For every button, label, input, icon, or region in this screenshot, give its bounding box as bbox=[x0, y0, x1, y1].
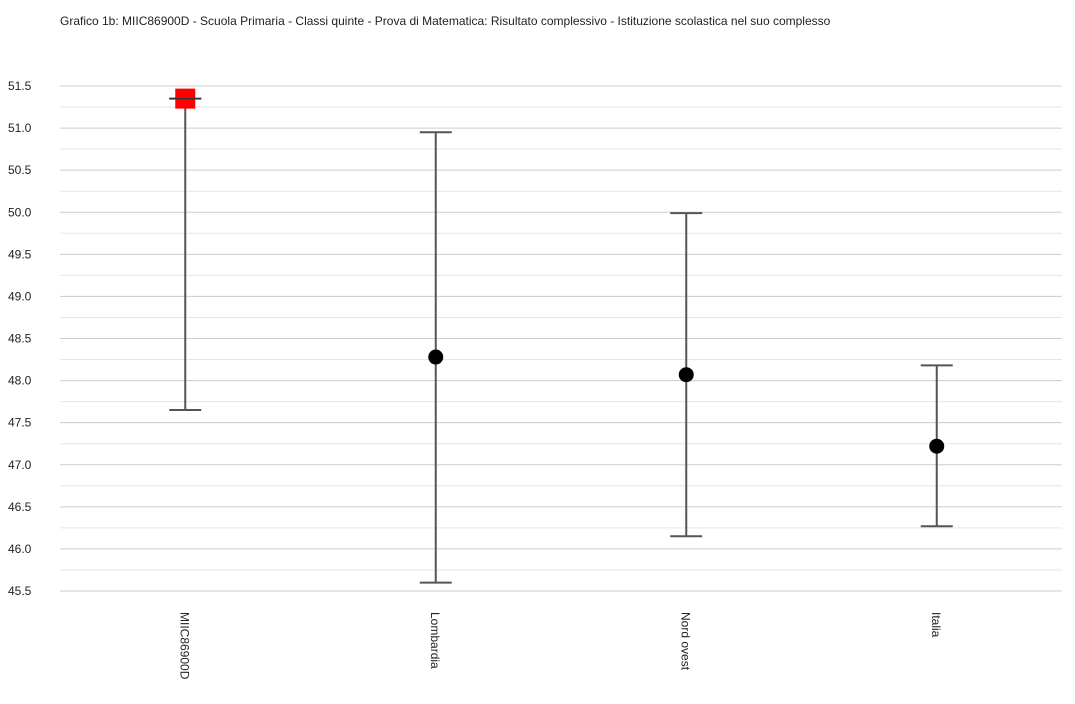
y-tick-label: 48.5 bbox=[8, 332, 32, 346]
y-tick-label: 51.5 bbox=[8, 79, 32, 93]
data-point-circle bbox=[678, 367, 694, 383]
chart-title: Grafico 1b: MIIC86900D - Scuola Primaria… bbox=[60, 14, 831, 28]
x-category-label: Lombardia bbox=[428, 612, 442, 669]
y-tick-label: 45.5 bbox=[8, 584, 32, 598]
error-bars bbox=[169, 97, 953, 584]
y-axis-tick-labels: 45.5 46.0 46.5 47.0 47.5 48.0 48.5 49.0 49.5 50.0… bbox=[8, 79, 32, 598]
grid-lines bbox=[60, 85, 1062, 592]
x-axis-category-labels: MIIC86900D Lombardia Nord ovest Italia bbox=[177, 612, 943, 680]
y-tick-label: 50.0 bbox=[8, 205, 32, 219]
data-markers bbox=[169, 88, 945, 454]
x-category-label: MIIC86900D bbox=[177, 612, 191, 680]
y-tick-label: 47.0 bbox=[8, 458, 32, 472]
data-point-circle bbox=[929, 438, 945, 454]
y-tick-label: 46.5 bbox=[8, 500, 32, 514]
y-tick-label: 50.5 bbox=[8, 163, 32, 177]
x-category-label: Italia bbox=[929, 612, 943, 638]
y-tick-label: 51.0 bbox=[8, 121, 32, 135]
data-point-circle bbox=[428, 349, 444, 365]
y-tick-label: 47.5 bbox=[8, 416, 32, 430]
y-tick-label: 49.0 bbox=[8, 289, 32, 303]
x-category-label: Nord ovest bbox=[678, 612, 692, 671]
y-tick-label: 48.0 bbox=[8, 374, 32, 388]
y-tick-label: 46.0 bbox=[8, 542, 32, 556]
y-tick-label: 49.5 bbox=[8, 247, 32, 261]
